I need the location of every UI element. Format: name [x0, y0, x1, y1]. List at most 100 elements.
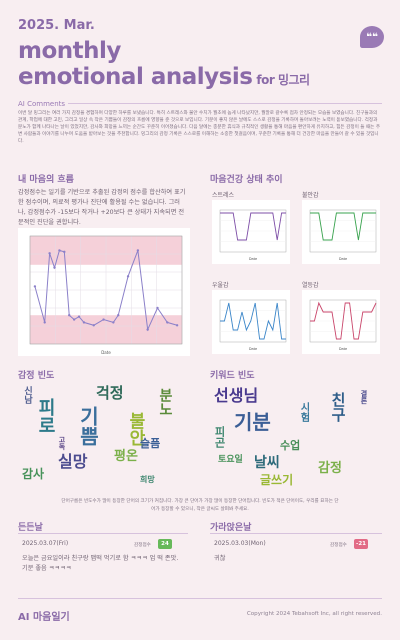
emotion-score-point	[53, 266, 56, 269]
footer-copyright: Copyright 2024 Tebahsoft Inc, all right …	[246, 611, 382, 617]
wordcloud-word: 선생님	[214, 386, 259, 405]
inferiority-chart: Date	[302, 290, 380, 354]
inferiority-chart-svg: Date	[309, 299, 377, 351]
stress-label: 스트레스	[212, 192, 235, 199]
good-day-date: 2025.03.07(Fri)	[22, 540, 69, 547]
wordcloud-note: 단어구름은 빈도수가 많이 등장한 단어의 크기가 커집니다. 가장 큰 단어가…	[61, 499, 339, 512]
report-title-line1: monthly	[18, 38, 121, 64]
bad-day-score-label: 감정점수	[330, 543, 347, 548]
wordcloud-word: 기분	[234, 410, 271, 434]
bad-day-divider	[210, 533, 382, 534]
depression-label: 우울감	[212, 282, 229, 289]
emotion-score-point	[102, 318, 105, 321]
mini-x-axis-label: Date	[249, 347, 257, 351]
mini-series-line	[310, 212, 376, 241]
wordcloud-word: 날씨	[254, 455, 280, 471]
emotion-score-point	[166, 321, 169, 324]
emotion-score-point	[112, 321, 115, 324]
wordcloud-word: 결론	[360, 390, 368, 404]
emotion-flow-title: 내 마음의 흐름	[18, 175, 74, 185]
report-month: 2025. Mar.	[18, 18, 95, 33]
emotion-score-point	[92, 324, 95, 327]
wordcloud-word: 기쁨	[76, 406, 100, 446]
emotion-score-point	[156, 306, 159, 310]
good-day-label: 든든날	[18, 523, 43, 533]
bad-day-date: 2025.03.03(Mon)	[214, 540, 266, 547]
wordcloud-word: 실망	[58, 452, 88, 471]
ai-comments-text: 이번 달 밍그리는 여러 가지 감정을 경험하며 다양한 하루를 보냈습니다. …	[18, 111, 381, 144]
good-day-text: 오늘은 금요일이라 친구랑 맵떡 먹기로 함 ㅋㅋㅋ 업 떡 존맛. 기분 좋음…	[22, 555, 179, 572]
x-axis-label: Date	[101, 350, 111, 355]
emotion-score-point	[58, 249, 61, 252]
good-day-score-label: 감정점수	[134, 543, 151, 548]
emotion-score-svg: Date	[29, 235, 183, 355]
bad-day-text: 귀찮	[214, 555, 226, 562]
emotion-score-point	[126, 275, 130, 278]
inferiority-label: 열등감	[302, 282, 319, 289]
emotion-score-chart: Date	[18, 228, 190, 356]
ai-comments-divider	[68, 103, 382, 104]
emotion-score-point	[77, 315, 81, 318]
mini-series-line	[220, 212, 286, 241]
wordcloud-word: 글쓰기	[260, 473, 294, 487]
wordcloud-word: 슬픔	[140, 437, 161, 450]
report-title-line2: emotional analysis for 밍그리	[18, 64, 310, 90]
emotion-score-point	[48, 252, 51, 255]
wordcloud-word: 토요일	[218, 455, 243, 465]
ai-comments-label: AI Comments	[18, 100, 66, 108]
emotion-score-point	[136, 249, 140, 252]
brand-logo-icon: ❝❝	[360, 26, 384, 48]
bad-day-label: 가라앉은날	[210, 523, 252, 533]
wordcloud-word: 고독	[58, 436, 66, 450]
stress-chart-svg: Date	[219, 209, 287, 261]
keyword-freq-title: 키워드 빈도	[210, 371, 255, 381]
mini-x-axis-label: Date	[339, 347, 347, 351]
report-owner: for 밍그리	[256, 73, 310, 87]
emotion-score-point	[82, 321, 86, 324]
wordcloud-word: 평온	[114, 449, 138, 464]
wordcloud-word: 신남	[22, 386, 32, 404]
wordcloud-word: 수업	[280, 439, 301, 452]
footer-divider	[18, 598, 382, 599]
mini-series-line	[310, 301, 377, 340]
wordcloud-word: 친구	[329, 392, 347, 422]
mini-x-axis-label: Date	[339, 257, 347, 261]
emotion-score-point	[33, 285, 37, 288]
wordcloud-word: 피곤	[213, 426, 226, 448]
wordcloud-word: 감사	[22, 467, 45, 481]
wordcloud-word: 걱정	[96, 384, 124, 402]
emotion-score-line	[34, 249, 178, 332]
bad-day-score-badge: -21	[354, 539, 368, 549]
emotion-flow-description: 감정점수는 일기를 기반으로 추출된 감정의 점수를 합산하여 표기한 점수이며…	[18, 189, 186, 226]
anxiety-chart: Date	[302, 200, 380, 264]
wordcloud-word: 감정	[318, 461, 342, 476]
mini-series-line	[220, 302, 286, 340]
emotion-score-point	[68, 314, 71, 317]
emotion-freq-title: 감정 빈도	[18, 371, 55, 381]
anxiety-chart-svg: Date	[309, 209, 377, 261]
report-title-main: emotional analysis	[18, 64, 253, 90]
logo-glyph: ❝❝	[366, 31, 378, 43]
emotion-score-point	[146, 328, 149, 331]
good-day-score-badge: 24	[158, 539, 172, 549]
emotion-score-point	[72, 318, 76, 321]
wordcloud-word: 분노	[157, 388, 173, 416]
mental-health-title: 마음건강 상태 추이	[210, 175, 283, 185]
wordcloud-word: 시험	[298, 402, 309, 422]
emotion-score-point	[175, 324, 179, 327]
footer-brand: AI 마음일기	[18, 612, 70, 623]
emotion-score-point	[43, 321, 46, 324]
wordcloud-word: 피로	[35, 398, 56, 434]
emotion-score-point	[63, 250, 66, 254]
depression-chart: Date	[212, 290, 290, 354]
depression-chart-svg: Date	[219, 299, 287, 351]
mini-x-axis-label: Date	[249, 257, 257, 261]
plot-frame	[29, 235, 183, 345]
anxiety-label: 불안감	[302, 192, 319, 199]
good-day-divider	[18, 533, 188, 534]
emotion-wordcloud: 걱정 기쁨 실망 감사 피로 불안 희망 신남 분노 평온 슬픔 고독	[18, 382, 190, 494]
wordcloud-word: 불안	[125, 412, 145, 446]
stress-chart: Date	[212, 200, 290, 264]
